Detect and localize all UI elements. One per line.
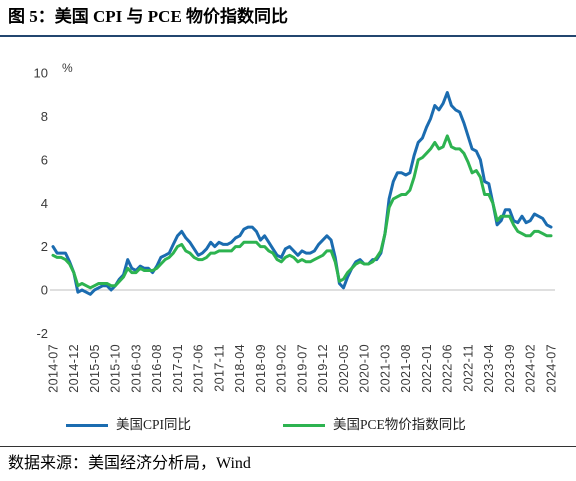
y-tick-label: 0: [41, 283, 48, 298]
y-axis-unit-label: %: [62, 61, 73, 75]
cpi-series-line: [51, 91, 553, 296]
x-tick-label: 2017-11: [212, 344, 226, 392]
legend-item-cpi: 美国CPI同比: [66, 416, 191, 434]
x-tick-label: 2014-07: [46, 344, 60, 393]
x-tick-label: 2020-10: [358, 344, 372, 393]
x-tick-label: 2022-11: [461, 344, 475, 392]
source-divider: [0, 446, 576, 447]
y-tick-label: 2: [41, 239, 48, 254]
x-tick-label: 2021-08: [399, 344, 413, 393]
x-tick-label: 2021-03: [378, 344, 392, 393]
x-tick-label: 2019-02: [275, 344, 289, 393]
x-tick-label: 2017-06: [192, 344, 206, 393]
y-tick-label: 6: [41, 152, 48, 167]
x-axis: 2014-07 2014-12 2015-05 2015-10 2016-03 2016-…: [46, 344, 558, 393]
x-tick-label: 2024-02: [524, 344, 538, 393]
cpi-legend-label: 美国CPI同比: [116, 417, 192, 432]
y-tick-label: -2: [36, 326, 48, 341]
y-tick-label: 4: [41, 196, 48, 211]
x-tick-label: 2022-01: [420, 344, 434, 393]
title-underline: [0, 35, 576, 37]
x-tick-label: 2015-05: [88, 344, 102, 393]
legend-item-pce: 美国PCE物价指数同比: [283, 416, 466, 434]
y-axis: -2 0 2 4 6 8 10: [34, 66, 48, 341]
y-tick-label: 10: [34, 66, 48, 81]
x-tick-label: 2016-08: [150, 344, 164, 393]
pce-series-line: [51, 134, 553, 290]
x-tick-label: 2018-04: [233, 344, 247, 393]
chart-title: 图 5：美国 CPI 与 PCE 物价指数同比: [8, 7, 289, 26]
x-tick-label: 2019-07: [295, 344, 309, 393]
x-tick-label: 2016-03: [129, 344, 143, 393]
x-tick-label: 2022-06: [441, 344, 455, 393]
pce-legend-label: 美国PCE物价指数同比: [333, 417, 466, 432]
x-tick-label: 2017-01: [171, 344, 185, 393]
x-tick-label: 2023-09: [503, 344, 517, 393]
legend: 美国CPI同比 美国PCE物价指数同比: [0, 416, 576, 434]
y-tick-label: 8: [41, 109, 48, 124]
x-tick-label: 2014-12: [67, 344, 81, 393]
x-tick-label: 2015-10: [109, 344, 123, 393]
x-tick-label: 2020-05: [337, 344, 351, 393]
pce-legend-swatch: [283, 423, 325, 427]
x-tick-label: 2024-07: [544, 344, 558, 393]
x-tick-label: 2023-04: [482, 344, 496, 393]
cpi-legend-swatch: [66, 423, 108, 427]
source-note: 数据来源：美国经济分析局，Wind: [8, 455, 251, 472]
x-tick-label: 2018-09: [254, 344, 268, 393]
series-lines: [51, 91, 553, 296]
x-tick-label: 2019-12: [316, 344, 330, 393]
